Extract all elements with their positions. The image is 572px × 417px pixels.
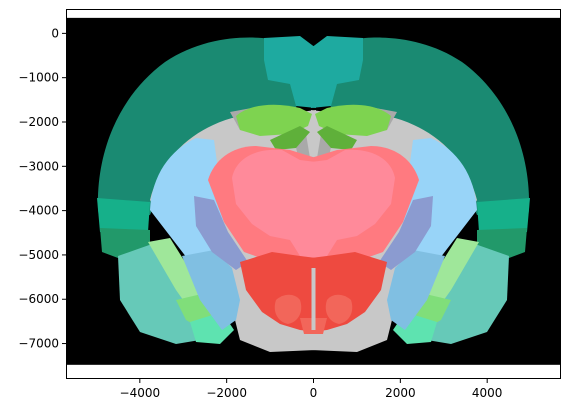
y-tick-label: −6000 <box>18 292 59 306</box>
region-cortex-lateral-left <box>97 198 150 232</box>
y-tick-label: −5000 <box>18 248 59 262</box>
x-tick-label: 4000 <box>472 386 503 400</box>
y-tick-label: −4000 <box>18 204 59 218</box>
y-tick-label: −2000 <box>18 115 59 129</box>
y-tick-label: −1000 <box>18 71 59 85</box>
x-tick-label: −4000 <box>120 386 161 400</box>
y-tick-label: −7000 <box>18 337 59 351</box>
y-tick-label: −3000 <box>18 159 59 173</box>
plot-area <box>66 18 561 365</box>
y-tick-label: 0 <box>51 26 59 40</box>
midline-tract <box>312 268 316 330</box>
x-tick-label: 2000 <box>385 386 416 400</box>
y-axis: 0 −1000 −2000 −3000 −4000 −5000 −6000 −7000 <box>18 26 66 350</box>
x-tick-label: −2000 <box>206 386 247 400</box>
x-tick-label: 0 <box>310 386 318 400</box>
brain-section <box>97 36 530 352</box>
region-cortex-lateral-right <box>477 198 530 232</box>
x-axis: −4000 −2000 0 2000 4000 <box>120 379 503 400</box>
